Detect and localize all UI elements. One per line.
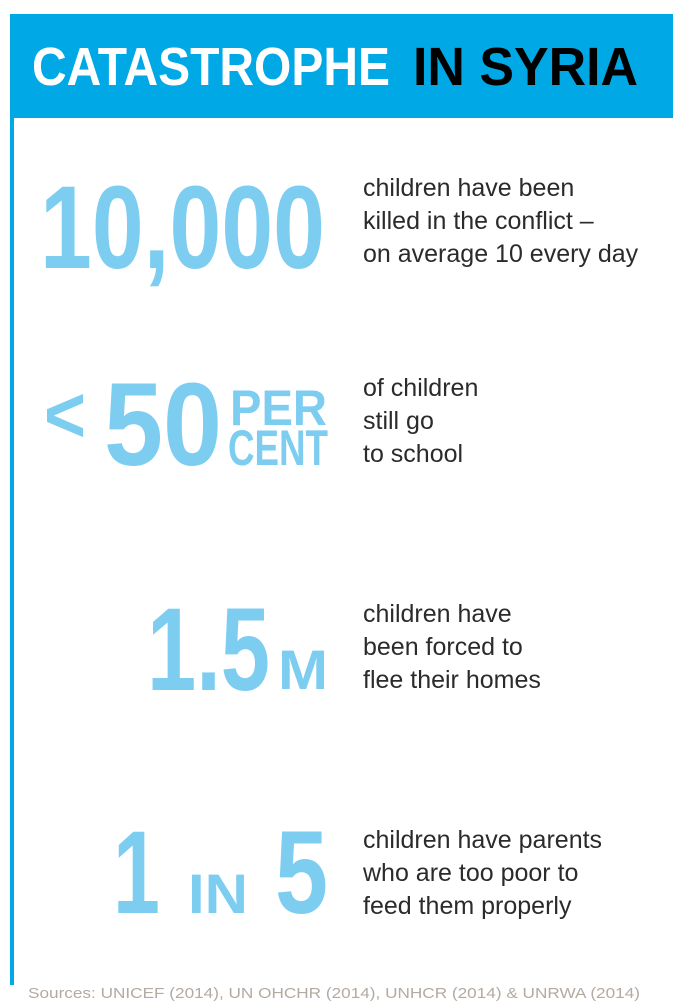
stat-text: who are too poor to <box>362 859 578 887</box>
stat-figure: 1 <box>113 807 160 939</box>
stat-text: still go <box>363 407 434 435</box>
stat-text: killed in the conflict – <box>363 207 594 235</box>
stat-figure: < <box>44 370 86 459</box>
side-rule <box>10 118 14 985</box>
stat-text: to school <box>363 440 463 468</box>
stat-text: on average 10 every day <box>363 240 639 268</box>
stat-figure: M <box>278 638 328 701</box>
stat-figure: PER <box>230 380 327 436</box>
stat-text: children have <box>363 600 512 628</box>
stat-figure: 5 <box>275 807 328 939</box>
stat-figure: 10,000 <box>40 162 325 294</box>
header-band <box>10 14 673 118</box>
stat-figure: 1.5 <box>147 584 270 716</box>
stat-text: been forced to <box>363 633 523 661</box>
stat-text: of children <box>363 374 478 402</box>
stat-text: children have been <box>363 174 574 202</box>
stat-figure: IN <box>188 862 248 925</box>
stat-text: flee their homes <box>363 666 541 694</box>
stat-figure: CENT <box>228 420 328 476</box>
title-part: IN SYRIA <box>413 37 638 97</box>
sources: Sources: UNICEF (2014), UN OHCHR (2014),… <box>28 985 640 1002</box>
stat-figure: 50 <box>104 359 222 491</box>
title-part: CATASTROPHE <box>32 37 390 97</box>
stat-text: feed them properly <box>363 892 572 920</box>
stat-text: children have parents <box>363 826 602 854</box>
